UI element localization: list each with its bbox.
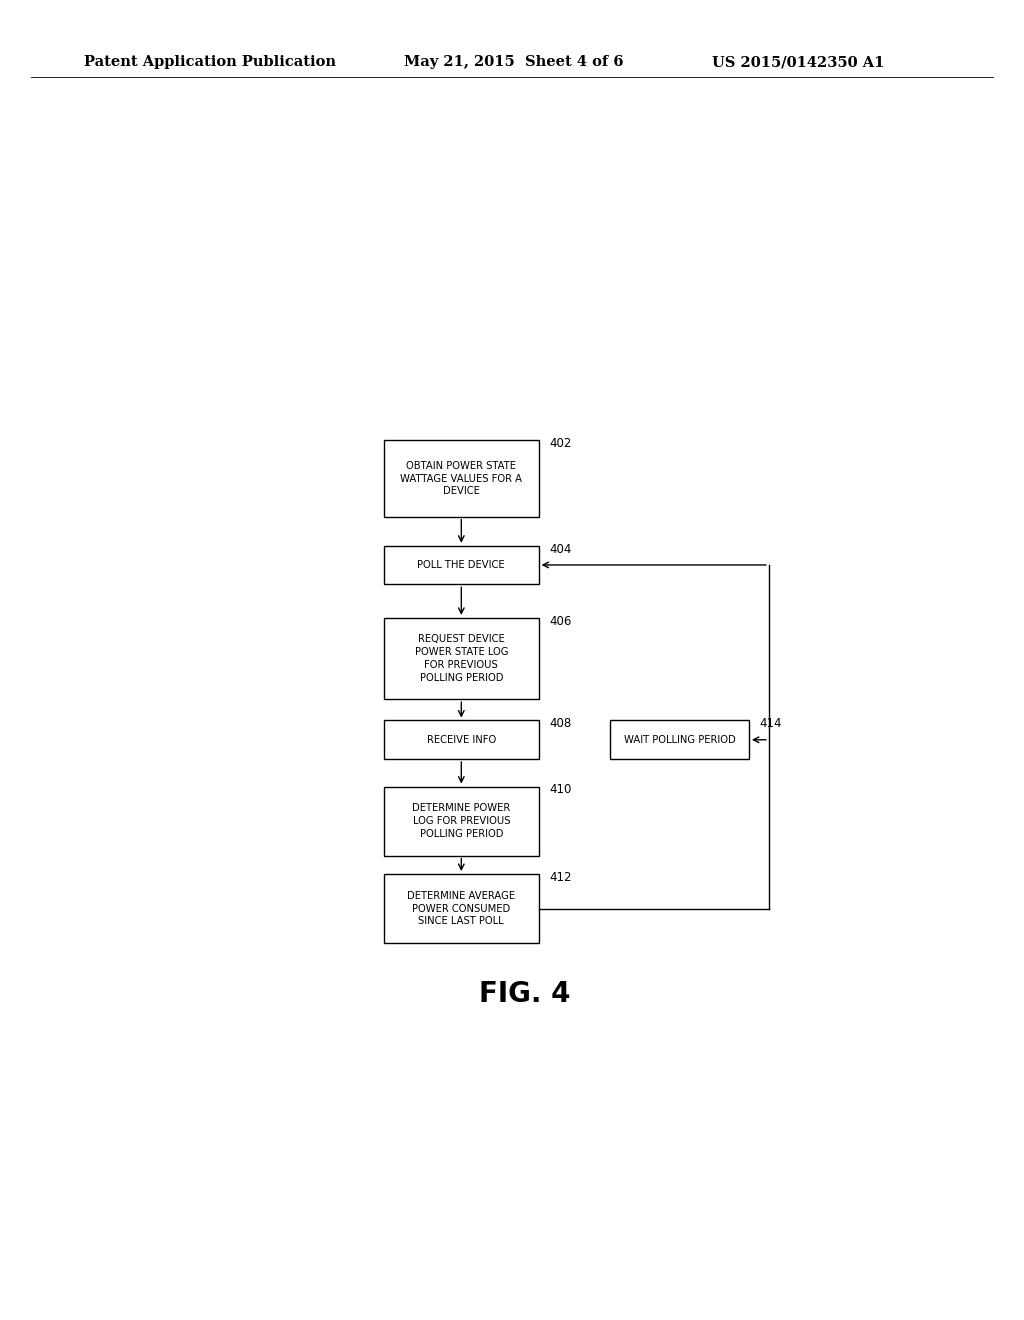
FancyBboxPatch shape — [384, 545, 539, 585]
Text: 404: 404 — [549, 543, 571, 556]
Text: 410: 410 — [549, 784, 571, 796]
FancyBboxPatch shape — [384, 721, 539, 759]
Text: US 2015/0142350 A1: US 2015/0142350 A1 — [712, 55, 884, 70]
Text: 402: 402 — [549, 437, 571, 450]
FancyBboxPatch shape — [384, 874, 539, 942]
Text: May 21, 2015  Sheet 4 of 6: May 21, 2015 Sheet 4 of 6 — [404, 55, 624, 70]
Text: OBTAIN POWER STATE
WATTAGE VALUES FOR A
DEVICE: OBTAIN POWER STATE WATTAGE VALUES FOR A … — [400, 461, 522, 496]
Text: Patent Application Publication: Patent Application Publication — [84, 55, 336, 70]
Text: 408: 408 — [549, 718, 571, 730]
FancyBboxPatch shape — [610, 721, 749, 759]
Text: WAIT POLLING PERIOD: WAIT POLLING PERIOD — [624, 735, 735, 744]
Text: FIG. 4: FIG. 4 — [479, 979, 570, 1008]
Text: 414: 414 — [760, 718, 781, 730]
Text: REQUEST DEVICE
POWER STATE LOG
FOR PREVIOUS
POLLING PERIOD: REQUEST DEVICE POWER STATE LOG FOR PREVI… — [415, 635, 508, 682]
Text: DETERMINE POWER
LOG FOR PREVIOUS
POLLING PERIOD: DETERMINE POWER LOG FOR PREVIOUS POLLING… — [413, 804, 510, 840]
FancyBboxPatch shape — [384, 787, 539, 855]
Text: POLL THE DEVICE: POLL THE DEVICE — [418, 560, 505, 570]
FancyBboxPatch shape — [384, 441, 539, 516]
Text: 406: 406 — [549, 615, 571, 628]
Text: RECEIVE INFO: RECEIVE INFO — [427, 735, 496, 744]
FancyBboxPatch shape — [384, 618, 539, 700]
Text: DETERMINE AVERAGE
POWER CONSUMED
SINCE LAST POLL: DETERMINE AVERAGE POWER CONSUMED SINCE L… — [408, 891, 515, 927]
Text: 412: 412 — [549, 871, 571, 884]
